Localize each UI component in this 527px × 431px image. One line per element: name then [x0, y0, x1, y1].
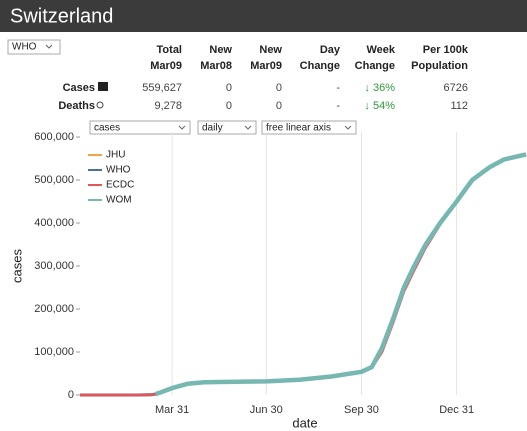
cell: 0: [276, 82, 282, 94]
deaths-icon: [96, 101, 104, 109]
header-bar: [0, 0, 527, 32]
column-header: New: [209, 44, 232, 56]
y-tick-label: 100,000: [34, 346, 74, 358]
column-header: Change: [355, 60, 395, 72]
column-header: Mar08: [200, 60, 232, 72]
summary-table: Total Mar09 New Mar08 New Mar09 Day Change Week C…: [58, 44, 469, 112]
y-axis-label: cases: [9, 249, 24, 283]
cell: -: [336, 100, 340, 112]
dropdown-text[interactable]: cases: [94, 123, 120, 134]
source-select[interactable]: WHO: [7, 39, 61, 55]
dropdown[interactable]: [261, 120, 357, 135]
cases-icon: [98, 82, 108, 91]
cell: 112: [450, 100, 468, 112]
row-label: Cases: [63, 82, 95, 94]
y-tick-label: 600,000: [34, 131, 74, 143]
dropdown-arrow: [178, 125, 186, 130]
row-label: Deaths: [58, 100, 95, 112]
legend-label: WHO: [106, 165, 131, 176]
dropdown[interactable]: [89, 120, 191, 135]
cell: ↓ 54%: [364, 100, 395, 112]
column-header: Mar09: [150, 60, 182, 72]
cell: 0: [226, 82, 232, 94]
chart-controls: cases daily free linear axis: [89, 120, 357, 135]
column-header: Mar09: [250, 60, 282, 72]
dropdown-arrow: [244, 125, 252, 130]
select-box[interactable]: [7, 39, 61, 55]
series-line: [80, 153, 527, 397]
cell: 9,278: [154, 100, 182, 112]
column-header: Population: [411, 60, 468, 72]
dropdown-arrow: [344, 125, 352, 130]
legend-label: WOM: [106, 195, 132, 206]
cell: 6726: [444, 82, 468, 94]
cell: 559,627: [142, 82, 182, 94]
column-header: New: [259, 44, 282, 56]
plot: Mar 31 Jun 30 Sep 30 Dec 31 0 100,000 200,000 3…: [9, 131, 527, 430]
select-arrow: [45, 44, 53, 49]
x-tick-label: Dec 31: [439, 404, 474, 416]
x-axis-label: date: [292, 415, 317, 430]
column-header: Day: [320, 44, 341, 56]
series-line: [154, 152, 527, 397]
column-header: Week: [366, 44, 395, 56]
column-header: Per 100k: [423, 44, 469, 56]
y-tick-label: 200,000: [34, 303, 74, 315]
column-header: Total: [157, 44, 182, 56]
select-text[interactable]: WHO: [12, 42, 37, 53]
series-line: [80, 152, 527, 397]
y-tick-label: 0: [68, 389, 74, 401]
y-tick-label: 300,000: [34, 260, 74, 272]
x-tick-label: Mar 31: [155, 404, 189, 416]
title: Switzerland: [10, 5, 113, 27]
dropdown-text[interactable]: free linear axis: [266, 123, 331, 134]
legend-label: ECDC: [106, 180, 134, 191]
y-tick-label: 500,000: [34, 174, 74, 186]
y-tick-label: 400,000: [34, 217, 74, 229]
x-tick-label: Sep 30: [344, 404, 379, 416]
cell: -: [336, 82, 340, 94]
dropdown-text[interactable]: daily: [202, 123, 223, 134]
column-header: Change: [300, 60, 340, 72]
cell: ↓ 36%: [364, 82, 395, 94]
cell: 0: [276, 100, 282, 112]
series-line: [80, 152, 527, 397]
dropdown[interactable]: [197, 120, 257, 135]
legend-label: JHU: [106, 150, 125, 161]
cell: 0: [226, 100, 232, 112]
x-tick-label: Jun 30: [250, 404, 283, 416]
